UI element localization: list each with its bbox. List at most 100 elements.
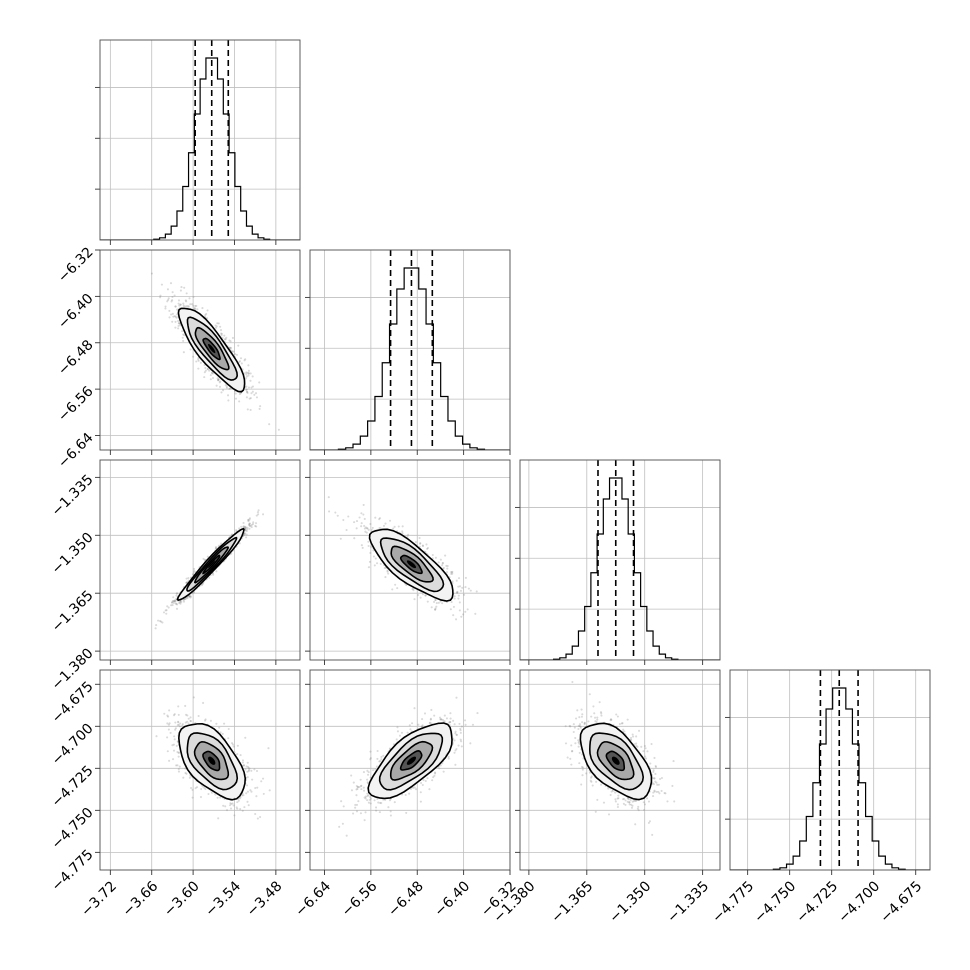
sample-point [242,526,245,529]
sample-point [177,723,180,726]
sample-point [411,588,414,591]
sample-point [359,785,363,788]
sample-point [208,369,211,372]
x-tick-label: −3.60 [161,878,203,920]
sample-point [339,537,342,540]
contour-line [399,554,423,575]
sample-point [215,570,218,573]
contour-line [379,537,445,593]
sample-point [190,787,193,790]
sample-point [177,322,180,325]
sample-point [242,521,245,525]
sample-point [379,801,382,805]
sample-point [173,600,176,603]
sample-point [203,364,206,367]
sample-point [445,717,448,720]
sample-point [431,553,434,557]
sample-point [401,530,404,533]
sample-point [243,359,246,362]
sample-point [590,780,593,783]
sample-point [353,537,356,540]
sample-point [653,756,656,759]
sample-point [411,722,414,725]
sample-point [414,541,417,544]
sample-point [191,796,194,799]
sample-point [355,527,358,530]
sample-point [353,521,356,524]
sample-point [217,379,220,382]
sample-point [172,601,175,604]
sample-point [233,814,236,817]
sample-point [250,386,253,389]
sample-point [441,602,444,605]
sample-point [195,304,198,307]
sample-point [426,600,429,603]
sample-point [377,801,380,804]
sample-point [177,705,180,708]
sample-point [201,583,204,586]
contour-line [378,732,444,791]
sample-point [189,595,192,598]
sample-point [369,758,372,761]
sample-point [375,806,378,809]
panel-frame [99,669,301,871]
sample-point [217,817,220,820]
sample-point [636,807,639,810]
sample-point [644,747,647,750]
sample-point [420,782,423,785]
y-tick-label: −4.750 [49,805,97,853]
sample-point [238,527,241,530]
sample-point [624,799,627,802]
sample-point [248,522,251,525]
sample-point [577,741,580,744]
sample-point [155,624,158,627]
sample-point [203,786,206,789]
sample-point [255,514,258,517]
sample-point [439,764,442,767]
y-tick-label: −1.365 [49,588,97,636]
sample-point [631,804,634,807]
sample-point [240,362,243,365]
sample-point [422,779,425,782]
sample-point [186,597,189,600]
sample-point [174,721,177,724]
sample-point [204,314,207,317]
sample-point [236,753,239,756]
sample-point [387,806,390,809]
x-tick-label: −6.64 [292,878,334,920]
sample-point [360,522,363,525]
sample-point [588,693,591,696]
sample-point [430,708,433,712]
sample-point [450,572,453,575]
sample-point [456,591,459,594]
sample-point [388,799,392,802]
sample-point [204,788,207,791]
sample-point [457,585,460,588]
sample-point [229,340,232,343]
sample-point [240,525,243,528]
panel-frame [519,669,721,871]
sample-point [628,801,631,804]
sample-point [600,712,603,715]
sample-point [174,599,177,602]
sample-point [359,812,362,815]
sample-point [434,607,437,610]
sample-point [615,713,618,716]
sample-point [451,571,454,574]
x-tick-label: −3.54 [202,878,244,920]
sample-point [218,726,221,729]
sample-point [244,525,247,528]
sample-point [663,791,666,795]
sample-point [370,545,373,548]
sample-point [250,392,253,395]
sample-point [248,527,251,530]
sample-point [220,334,223,337]
sample-point [406,535,409,538]
sample-point [367,540,370,543]
sample-point [634,799,637,802]
sample-point [245,373,248,376]
sample-point [209,378,212,381]
sample-point [244,529,247,532]
sample-point [673,800,676,803]
sample-point [254,524,257,527]
